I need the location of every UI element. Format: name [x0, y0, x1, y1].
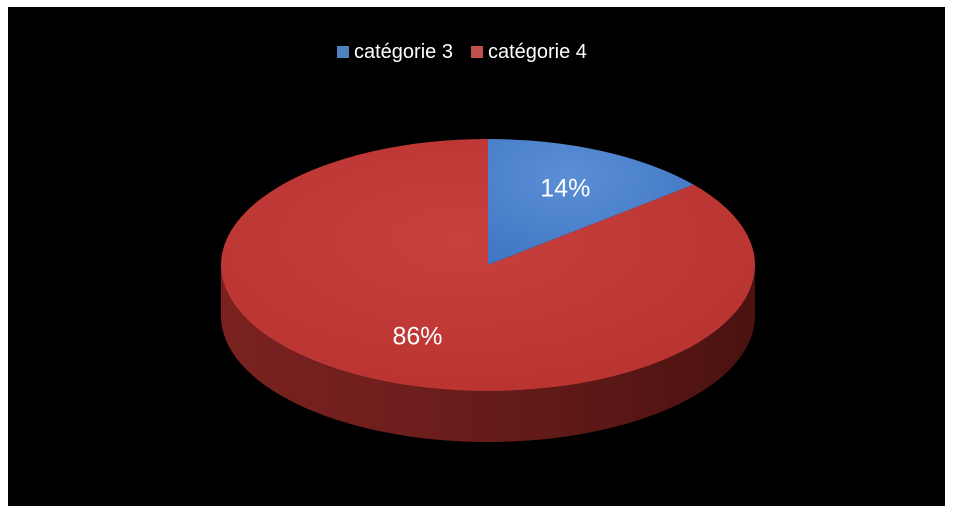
pie-slice-categorie-3	[488, 139, 694, 265]
legend-item-categorie-4: catégorie 4	[470, 40, 587, 64]
legend-item-categorie-3: catégorie 3	[337, 41, 453, 64]
chart-area: catégorie 3 catégorie 4	[8, 7, 945, 506]
pie-slice-categorie-4	[221, 139, 756, 391]
pie-side-wall	[221, 265, 755, 442]
data-label-categorie-4: 86%	[392, 323, 442, 351]
data-label-categorie-3: 14%	[540, 174, 590, 202]
legend-swatch-categorie-4	[470, 46, 483, 58]
legend-label-categorie-4: catégorie 4	[487, 40, 587, 63]
legend-label-categorie-3: catégorie 3	[354, 40, 453, 63]
legend: catégorie 3 catégorie 4	[337, 37, 587, 67]
pie-chart: 14% 86%	[221, 139, 756, 442]
legend-swatch-categorie-3	[337, 46, 349, 58]
pie-group: 14% 86%	[221, 139, 756, 442]
